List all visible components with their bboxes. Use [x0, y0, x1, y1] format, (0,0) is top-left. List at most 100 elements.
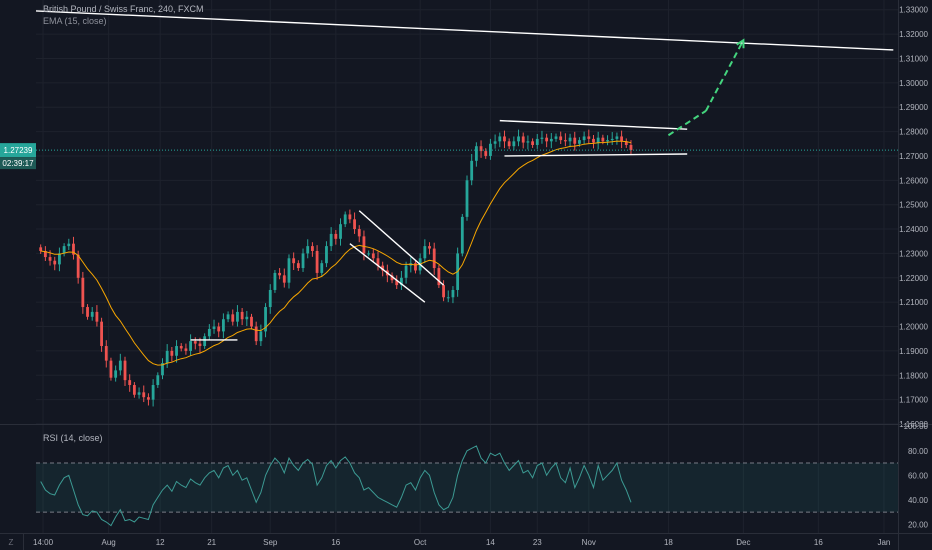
- trendline[interactable]: [504, 153, 688, 157]
- trendline[interactable]: [499, 119, 688, 130]
- candle-body: [179, 346, 183, 349]
- candle-body: [72, 243, 75, 255]
- candle-body: [334, 233, 338, 239]
- candle-body: [90, 311, 94, 317]
- price-tick-label: 1.33000: [899, 6, 928, 15]
- candles-layer: [39, 129, 633, 407]
- candle-body: [371, 253, 375, 259]
- candle-body: [301, 253, 305, 269]
- candle-body: [465, 180, 469, 217]
- price-tick-label: 1.28000: [899, 128, 928, 137]
- candle-body: [39, 247, 43, 251]
- time-tick-label: 23: [533, 538, 542, 547]
- candle-body: [325, 246, 328, 264]
- candle-body: [151, 385, 155, 400]
- symbol-title[interactable]: British Pound / Swiss Franc, 240, FXCM: [43, 4, 204, 14]
- candle-body: [310, 246, 314, 251]
- candle-body: [573, 137, 577, 144]
- candle-body: [343, 214, 347, 225]
- candle-body: [259, 331, 263, 342]
- candle-body: [254, 326, 258, 342]
- candle-body: [250, 316, 253, 327]
- candle-body: [582, 136, 586, 141]
- price-tick-label: 1.20000: [899, 323, 928, 332]
- trendline[interactable]: [35, 10, 894, 51]
- price-tick-label: 1.26000: [899, 176, 928, 185]
- rsi-tick-label: 20.00: [908, 520, 929, 529]
- candle-body: [104, 346, 108, 361]
- time-tick-label: Oct: [414, 538, 427, 547]
- candle-body: [521, 136, 525, 143]
- candle-body: [86, 307, 89, 317]
- time-tick-label: Jan: [877, 538, 890, 547]
- trendline[interactable]: [349, 243, 426, 303]
- rsi-tick-label: 80.00: [908, 447, 929, 456]
- candle-body: [563, 140, 567, 142]
- candle-body: [615, 136, 619, 139]
- candle-body: [207, 328, 211, 337]
- timezone-button[interactable]: Z: [8, 538, 14, 547]
- rsi-layer: [36, 445, 898, 527]
- candle-body: [540, 137, 544, 139]
- candle-body: [535, 138, 539, 145]
- countdown-label: 02:39:17: [2, 159, 34, 168]
- candle-body: [400, 277, 403, 286]
- candle-body: [395, 280, 399, 286]
- candle-body: [437, 268, 441, 286]
- rsi-tick-label: 60.00: [908, 471, 929, 480]
- candle-body: [414, 263, 417, 271]
- time-tick-label: 16: [814, 538, 823, 547]
- price-tick-label: 1.19000: [899, 347, 928, 356]
- candle-body: [165, 350, 169, 364]
- time-tick-label: Sep: [263, 538, 278, 547]
- trendline[interactable]: [358, 210, 445, 286]
- rsi-tick-label: 40.00: [908, 496, 929, 505]
- candle-body: [231, 314, 235, 322]
- candle-body: [526, 141, 530, 143]
- candle-body: [606, 140, 609, 142]
- time-tick-label: 18: [664, 538, 673, 547]
- candle-body: [531, 141, 534, 145]
- candle-body: [601, 137, 605, 142]
- current-price-label: 1.27239: [4, 146, 33, 155]
- price-tick-label: 1.17000: [899, 396, 928, 405]
- rsi-line: [40, 445, 632, 527]
- candle-body: [306, 246, 310, 254]
- candle-body: [240, 311, 244, 320]
- candle-body: [362, 236, 366, 254]
- candle-body: [128, 380, 132, 386]
- drawings-layer[interactable]: [35, 10, 894, 341]
- candle-body: [479, 146, 483, 152]
- candle-body: [226, 314, 230, 320]
- candle-body: [203, 336, 207, 347]
- candle-body: [620, 136, 624, 142]
- candle-body: [329, 233, 333, 247]
- candle-body: [470, 160, 474, 181]
- price-tick-label: 1.31000: [899, 54, 928, 63]
- candle-body: [236, 311, 239, 322]
- candle-body: [245, 316, 249, 320]
- candle-body: [559, 136, 563, 141]
- candle-body: [278, 272, 282, 276]
- projection-line[interactable]: [705, 39, 745, 112]
- price-tick-label: 1.23000: [899, 249, 928, 258]
- candle-body: [357, 229, 361, 237]
- candle-body: [493, 141, 497, 144]
- rsi-legend[interactable]: RSI (14, close): [43, 433, 103, 443]
- rsi-band: [36, 463, 898, 513]
- candle-body: [184, 348, 188, 351]
- candle-body: [446, 297, 450, 299]
- candle-body: [568, 137, 572, 142]
- candle-body: [132, 385, 136, 395]
- projection-line[interactable]: [667, 110, 707, 137]
- current-price-badge: [0, 143, 36, 158]
- ema-layer: [40, 140, 632, 366]
- candle-body: [610, 138, 614, 141]
- candle-body: [320, 263, 324, 273]
- candle-body: [474, 146, 478, 161]
- candle-body: [95, 311, 99, 322]
- ema-legend[interactable]: EMA (15, close): [43, 16, 107, 26]
- time-tick-label: 14: [486, 538, 495, 547]
